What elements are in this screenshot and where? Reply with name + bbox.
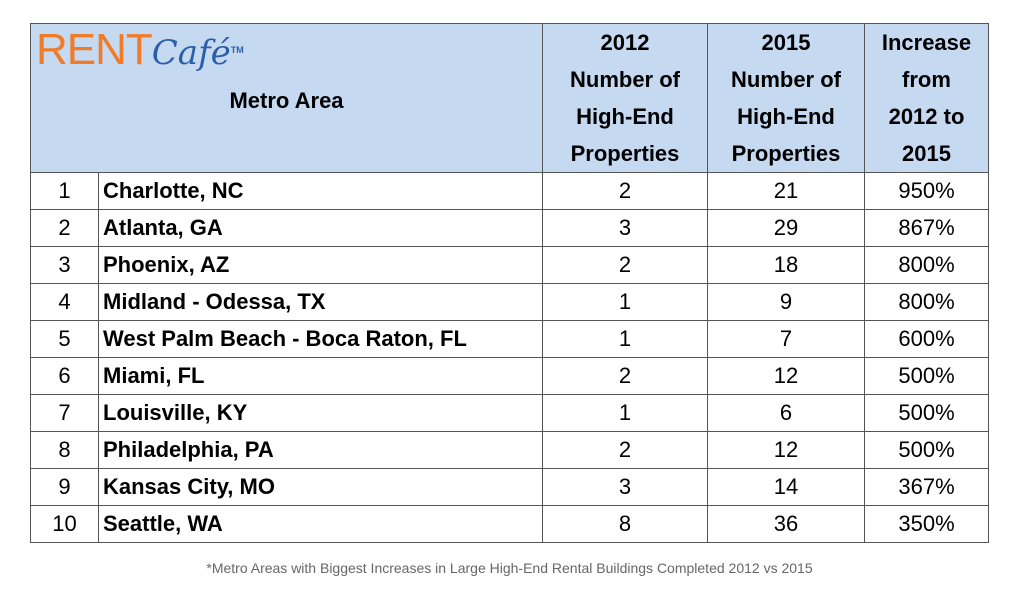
metro-cell: Phoenix, AZ <box>98 246 543 284</box>
count-2012-cell: 1 <box>542 394 708 432</box>
count-2015-cell: 14 <box>707 468 865 506</box>
header-line: Number of <box>570 67 680 92</box>
metro-cell: Miami, FL <box>98 357 543 395</box>
increase-cell: 500% <box>864 394 989 432</box>
count-2012-cell: 1 <box>542 283 708 321</box>
count-2012-cell: 2 <box>542 246 708 284</box>
count-2015-cell: 9 <box>707 283 865 321</box>
increase-cell: 867% <box>864 209 989 247</box>
header-line: Number of <box>731 67 841 92</box>
header-line: Increase <box>881 30 972 55</box>
table-row: 4 Midland - Odessa, TX 1 9 800% <box>30 283 989 321</box>
metro-cell: Louisville, KY <box>98 394 543 432</box>
header-line: High-End <box>737 104 835 129</box>
count-2015-cell: 36 <box>707 505 865 543</box>
increase-cell: 950% <box>864 172 989 210</box>
metro-area-header: RENTCaféTM Metro Area <box>30 23 543 173</box>
increase-cell: 500% <box>864 431 989 469</box>
rank-cell: 5 <box>30 320 99 358</box>
increase-cell: 367% <box>864 468 989 506</box>
count-2012-cell: 1 <box>542 320 708 358</box>
count-2015-cell: 29 <box>707 209 865 247</box>
header-line: High-End <box>576 104 674 129</box>
header-line: Properties <box>731 141 841 166</box>
metro-cell: Atlanta, GA <box>98 209 543 247</box>
count-2012-cell: 3 <box>542 468 708 506</box>
metro-cell: Seattle, WA <box>98 505 543 543</box>
count-2012-cell: 2 <box>542 172 708 210</box>
count-2012-cell: 2 <box>542 431 708 469</box>
footnote: *Metro Areas with Biggest Increases in L… <box>206 560 813 576</box>
increase-cell: 600% <box>864 320 989 358</box>
count-2012-cell: 8 <box>542 505 708 543</box>
rank-cell: 3 <box>30 246 99 284</box>
rank-cell: 8 <box>30 431 99 469</box>
header-row: RENTCaféTM Metro Area 2012 Number of Hig… <box>30 23 989 173</box>
rank-cell: 1 <box>30 172 99 210</box>
count-2012-cell: 2 <box>542 357 708 395</box>
metro-cell: Philadelphia, PA <box>98 431 543 469</box>
increase-cell: 350% <box>864 505 989 543</box>
header-line: from <box>902 67 951 92</box>
count-2015-cell: 7 <box>707 320 865 358</box>
header-line: 2015 <box>902 141 951 166</box>
table-row: 2 Atlanta, GA 3 29 867% <box>30 209 989 247</box>
metro-cell: Charlotte, NC <box>98 172 543 210</box>
logo-rent-text: RENT <box>36 25 153 74</box>
count-2015-cell: 12 <box>707 431 865 469</box>
metro-area-label: Metro Area <box>229 88 344 113</box>
table-row: 5 West Palm Beach - Boca Raton, FL 1 7 6… <box>30 320 989 358</box>
count-2015-cell: 18 <box>707 246 865 284</box>
count-2015-cell: 12 <box>707 357 865 395</box>
table-row: 9 Kansas City, MO 3 14 367% <box>30 468 989 506</box>
table-row: 7 Louisville, KY 1 6 500% <box>30 394 989 432</box>
table-row: 8 Philadelphia, PA 2 12 500% <box>30 431 989 469</box>
header-line: 2015 <box>761 30 811 55</box>
rank-cell: 10 <box>30 505 99 543</box>
header-2015-properties: 2015 Number of High-End Properties <box>707 23 865 173</box>
header-line: 2012 <box>600 30 650 55</box>
logo-cafe-text: Café <box>151 33 231 73</box>
table-row: 3 Phoenix, AZ 2 18 800% <box>30 246 989 284</box>
table-row: 1 Charlotte, NC 2 21 950% <box>30 172 989 210</box>
header-2012-properties: 2012 Number of High-End Properties <box>542 23 708 173</box>
rankings-table: RENTCaféTM Metro Area 2012 Number of Hig… <box>30 23 989 543</box>
table-row: 10 Seattle, WA 8 36 350% <box>30 505 989 543</box>
count-2015-cell: 6 <box>707 394 865 432</box>
rank-cell: 4 <box>30 283 99 321</box>
count-2012-cell: 3 <box>542 209 708 247</box>
rank-cell: 7 <box>30 394 99 432</box>
metro-cell: Midland - Odessa, TX <box>98 283 543 321</box>
rank-cell: 6 <box>30 357 99 395</box>
metro-cell: West Palm Beach - Boca Raton, FL <box>98 320 543 358</box>
increase-cell: 500% <box>864 357 989 395</box>
count-2015-cell: 21 <box>707 172 865 210</box>
header-increase: Increase from 2012 to 2015 <box>864 23 989 173</box>
logo-trademark: TM <box>230 45 244 55</box>
increase-cell: 800% <box>864 283 989 321</box>
rank-cell: 2 <box>30 209 99 247</box>
table-row: 6 Miami, FL 2 12 500% <box>30 357 989 395</box>
metro-cell: Kansas City, MO <box>98 468 543 506</box>
rentcafe-logo: RENTCaféTM <box>36 26 244 74</box>
rank-cell: 9 <box>30 468 99 506</box>
header-line: Properties <box>570 141 680 166</box>
header-line: 2012 to <box>888 104 965 129</box>
increase-cell: 800% <box>864 246 989 284</box>
